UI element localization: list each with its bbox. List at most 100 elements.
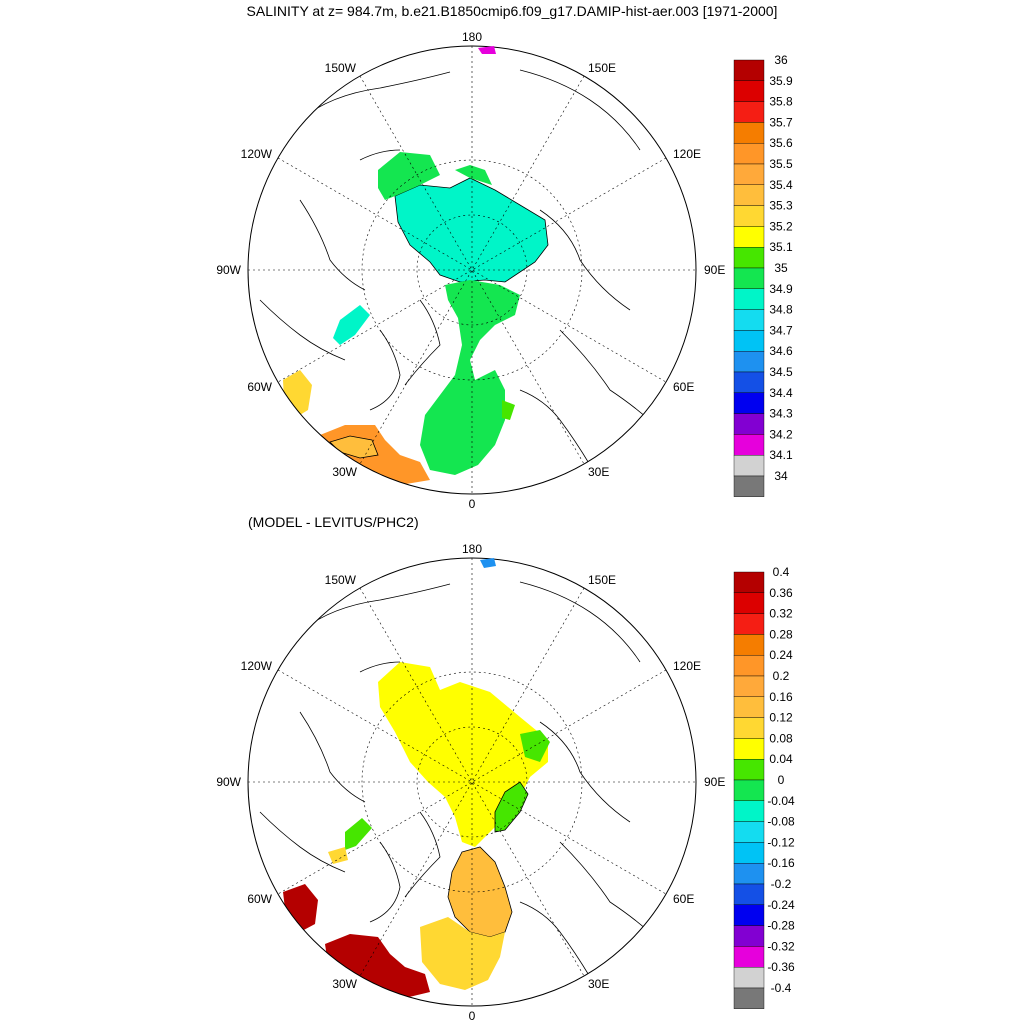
colorbar-label: 34.8 [769,303,793,317]
fram-strait-region [420,280,520,475]
colorbar-swatch [733,738,765,760]
arctic-basin-region [394,177,549,283]
lon-label-90e: 90E [704,775,725,789]
map-field [248,558,696,1006]
lon-label-30e: 30E [588,977,609,991]
longitude-labels: 180 0 90W 90E 150W 120W 150E 120E 60W 30… [216,542,725,1023]
lon-label-180: 180 [462,30,482,44]
colorbar-swatch [733,184,765,206]
colorbar-swatch [733,163,765,185]
colorbar-label: 35.7 [769,115,793,129]
lon-label-120w: 120W [241,147,273,161]
colorbar-swatch [733,987,765,1009]
colorbar-label: 35.2 [769,219,793,233]
colorbar-label: -0.2 [771,877,792,891]
barents-slope-region [494,781,529,833]
colorbar-swatch [733,946,765,968]
bering-region [480,558,496,568]
colorbar-label: 34.6 [769,344,793,358]
colorbar-swatch [733,634,765,656]
baffin-south-region [328,847,348,864]
map-boundary [247,557,697,1007]
colorbar-swatch [733,758,765,781]
colorbar-swatch [733,142,765,165]
colorbar-label: -0.16 [767,856,795,870]
salinity-difference-map: 180 0 90W 90E 150W 120W 150E 120E 60W 30… [216,542,795,1023]
lon-label-60w: 60W [247,380,272,394]
colorbar-swatch [733,351,765,373]
colorbar-swatch [733,675,765,697]
colorbar-label: -0.28 [767,919,795,933]
colorbar-label: 34.2 [769,427,793,441]
colorbar-swatch [733,330,765,352]
colorbar-label: 0 [778,773,785,787]
colorbar-label: 34 [774,469,788,483]
colorbar-swatch [733,288,765,310]
irminger-region [325,934,430,998]
salinity-map: 180 0 90W 90E 150W 120W 150E 120E 60W 30… [216,30,793,511]
nordic-seas-region [447,846,513,938]
map-field [248,46,696,494]
graticule [248,558,696,1006]
colorbar-label: -0.4 [771,981,792,995]
colorbar-label: 0.32 [769,607,793,621]
colorbar-label: 0.12 [769,711,793,725]
colorbar-label: 0.24 [769,648,793,662]
colorbar-swatch [733,59,765,81]
colorbar-swatch [733,122,765,144]
colorbar-label: -0.08 [767,815,795,829]
lon-label-90e: 90E [704,263,725,277]
colorbar-swatch [733,101,765,123]
colorbar-label: 34.7 [769,323,793,337]
colorbar-swatch [733,246,765,269]
colorbar-swatch [733,434,765,456]
colorbar-label: 35.4 [769,178,793,192]
colorbar-swatch [733,309,765,331]
colorbar-label: 34.5 [769,365,793,379]
lon-label-30w: 30W [332,977,357,991]
colorbar-swatch [733,371,765,393]
colorbar-swatch [733,613,765,635]
colorbar-swatch [733,654,765,677]
colorbar-label: -0.36 [767,960,795,974]
lon-label-0: 0 [469,1009,476,1023]
colorbar-swatch [733,267,765,289]
colorbar-label: 35.1 [769,240,793,254]
colorbar-label: 0.36 [769,586,793,600]
colorbar-label: 35.6 [769,136,793,150]
bering-region [478,46,496,54]
colorbar-label: 34.1 [769,448,793,462]
lon-label-30e: 30E [588,465,609,479]
colorbar-label: 0.28 [769,627,793,641]
norwegian-sea-region [420,917,505,990]
colorbar-swatch [733,455,765,477]
lon-label-150e: 150E [588,573,616,587]
colorbar-label: 0.04 [769,752,793,766]
lon-label-120e: 120E [673,147,701,161]
colorbar-label: 34.4 [769,386,793,400]
lon-label-90w: 90W [216,775,241,789]
lon-label-30w: 30W [332,465,357,479]
colorbar-label: 34.9 [769,282,793,296]
lon-label-150w: 150W [325,573,357,587]
lon-label-150w: 150W [325,61,357,75]
chukchi-region [455,165,492,185]
colorbar-label: 0.4 [773,565,790,579]
colorbar-swatch [733,475,765,497]
colorbar-swatch [733,717,765,739]
colorbar-swatch [733,863,765,885]
difference-subtitle: (MODEL - LEVITUS/PHC2) [248,514,419,530]
colorbar-label: 35.8 [769,95,793,109]
lon-label-0: 0 [469,497,476,511]
colorbar-top: 36 35.9 35.8 35.7 35.6 35.5 35.4 35.3 35.2 35.1 35… [733,53,793,497]
colorbar-label: 35.3 [769,199,793,213]
colorbar-swatch [733,592,765,614]
lon-label-150e: 150E [588,61,616,75]
colorbar-swatch [733,696,765,718]
colorbar-label: 0.2 [773,669,790,683]
colorbar-label: -0.04 [767,794,795,808]
baffin-region [345,818,372,850]
colorbar-swatch [733,226,765,248]
colorbar-label: 35.5 [769,157,793,171]
colorbar-swatch [733,392,765,414]
